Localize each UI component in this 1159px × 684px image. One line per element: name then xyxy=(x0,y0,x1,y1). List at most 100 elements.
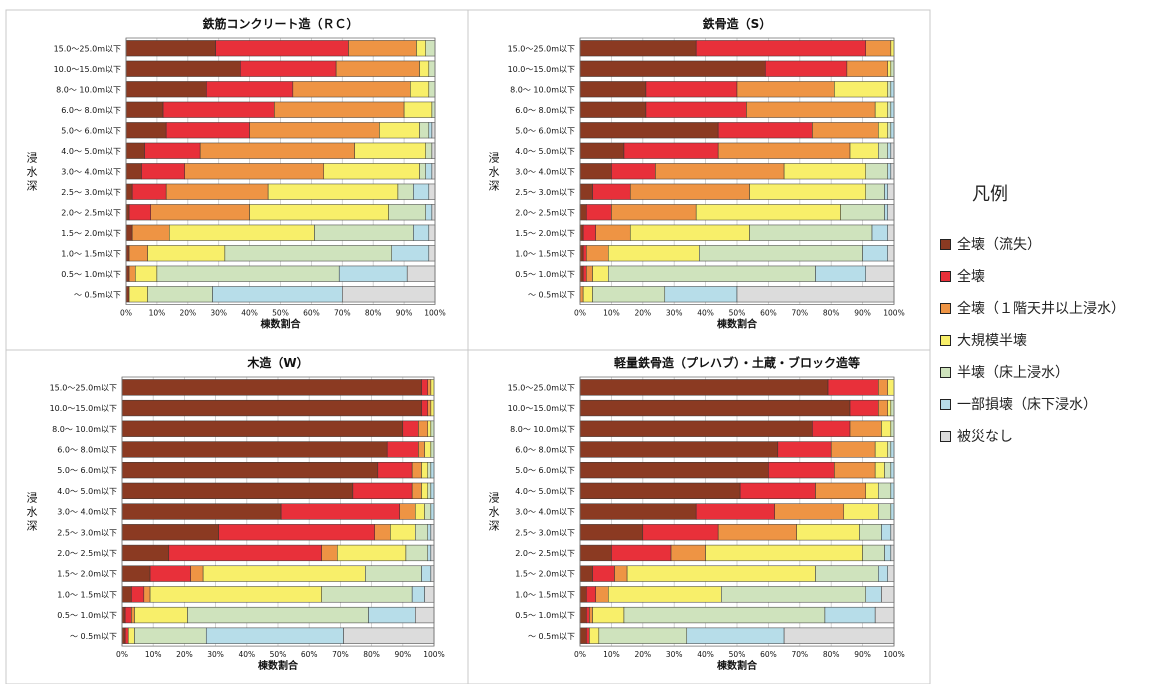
bar-segment xyxy=(582,265,587,282)
bar-segment xyxy=(430,441,435,458)
bar-segment xyxy=(430,503,435,520)
y-tick-label: ～ 0.5m以下 xyxy=(528,290,575,299)
y-tick-label: 5.0～ 6.0m以下 xyxy=(515,466,575,475)
bar-segment xyxy=(699,245,863,262)
x-tick-label: 0% xyxy=(120,309,132,318)
bar-segment xyxy=(592,286,666,303)
x-axis-label: 棟数割合 xyxy=(258,659,299,672)
y-tick-label: 2.5～ 3.0m以下 xyxy=(515,528,575,537)
legend-label-6: 被災なし xyxy=(957,429,1013,445)
bar-segment xyxy=(871,224,888,241)
bar-segment xyxy=(878,122,888,139)
y-tick-label: 15.0～25.0m以下 xyxy=(508,44,575,53)
plot-area-border xyxy=(579,376,895,647)
y-tick-label: ～ 0.5m以下 xyxy=(528,632,575,641)
bar-segment xyxy=(890,81,895,98)
bar-segment xyxy=(402,420,419,437)
bar-segment xyxy=(202,565,366,582)
x-tick-label: 30% xyxy=(207,650,224,659)
bar-segment xyxy=(421,565,432,582)
y-tick-label: 4.0～ 5.0m以下 xyxy=(61,147,121,156)
bar-segment xyxy=(428,122,433,139)
bar-segment xyxy=(418,441,425,458)
bar-segment xyxy=(774,503,845,520)
bar-segment xyxy=(884,544,892,562)
bar-segment xyxy=(890,60,895,77)
bar-segment xyxy=(352,482,413,499)
bar-segment xyxy=(121,565,151,582)
y-tick-label: 4.0～ 5.0m以下 xyxy=(57,487,117,496)
bar-segment xyxy=(865,183,885,200)
bar-segment xyxy=(589,606,593,624)
x-tick-label: 20% xyxy=(176,650,193,659)
y-axis-label-char: 浸 xyxy=(27,492,38,505)
bar-segment xyxy=(431,101,436,118)
bar-segment xyxy=(165,122,250,139)
y-tick-label: 3.0～ 4.0m以下 xyxy=(57,508,117,517)
legend-swatch-4 xyxy=(940,366,951,378)
bar-segment xyxy=(427,462,432,479)
bar-segment xyxy=(579,586,587,603)
x-tick-label: 10% xyxy=(603,650,620,659)
y-tick-label: 15.0～25.0m以下 xyxy=(508,383,575,392)
bar-segment xyxy=(582,286,593,303)
bar-segment xyxy=(411,462,422,479)
bar-segment xyxy=(579,224,584,241)
bar-segment xyxy=(890,544,895,562)
y-tick-label: 10.0～15.0m以下 xyxy=(54,65,121,74)
bar-segment xyxy=(399,503,416,520)
y-axis-label-char: 浸 xyxy=(27,151,38,164)
bar-segment xyxy=(419,163,426,180)
bar-segment xyxy=(579,606,587,624)
legend-item-partial-damage: 一部損壊（床下浸水） xyxy=(940,388,1155,420)
bar-segment xyxy=(430,544,435,562)
bar-segment xyxy=(431,122,436,139)
bar-segment xyxy=(428,224,436,241)
bar-segment xyxy=(224,245,392,262)
bar-segment xyxy=(626,565,816,582)
bar-segment xyxy=(124,606,132,624)
bar-segment xyxy=(749,183,866,200)
bar-segment xyxy=(125,81,207,98)
bar-segment xyxy=(827,379,879,396)
bar-segment xyxy=(415,524,429,541)
bar-segment xyxy=(579,462,769,479)
bar-segment xyxy=(206,81,294,98)
bar-segment xyxy=(592,606,625,624)
bar-segment xyxy=(579,142,625,159)
bar-segment xyxy=(824,606,876,624)
bar-segment xyxy=(586,627,590,644)
x-tick-label: 100% xyxy=(423,650,444,659)
bar-segment xyxy=(812,122,879,139)
bar-segment xyxy=(143,586,151,603)
bar-segment xyxy=(645,101,747,118)
bar-segment xyxy=(427,420,432,437)
bar-segment xyxy=(611,163,656,180)
bar-segment xyxy=(878,379,888,396)
bar-segment xyxy=(131,586,145,603)
bar-segment xyxy=(280,503,400,520)
bar-segment xyxy=(890,163,895,180)
bar-segment xyxy=(878,503,892,520)
bar-segment xyxy=(586,265,593,282)
legend-swatch-5 xyxy=(940,398,951,410)
bar-segment xyxy=(736,286,895,303)
bar-segment xyxy=(890,462,895,479)
bar-segment xyxy=(884,204,888,221)
bar-segment xyxy=(321,586,413,603)
bar-segment xyxy=(582,245,587,262)
x-tick-label: 10% xyxy=(145,650,162,659)
bar-segment xyxy=(890,503,895,520)
y-axis-label-char: 水 xyxy=(489,165,500,178)
chart-title: 鉄筋コンクリート造（ＲＣ） xyxy=(202,16,358,31)
y-tick-label: 10.0～15.0m以下 xyxy=(508,404,575,413)
bar-segment xyxy=(411,482,422,499)
x-tick-label: 10% xyxy=(149,309,166,318)
bar-segment xyxy=(205,627,344,644)
bar-segment xyxy=(416,40,426,57)
bar-segment xyxy=(415,606,435,624)
bar-segment xyxy=(314,224,414,241)
x-tick-label: 60% xyxy=(760,650,777,659)
bar-segment xyxy=(623,606,826,624)
bar-segment xyxy=(629,183,750,200)
